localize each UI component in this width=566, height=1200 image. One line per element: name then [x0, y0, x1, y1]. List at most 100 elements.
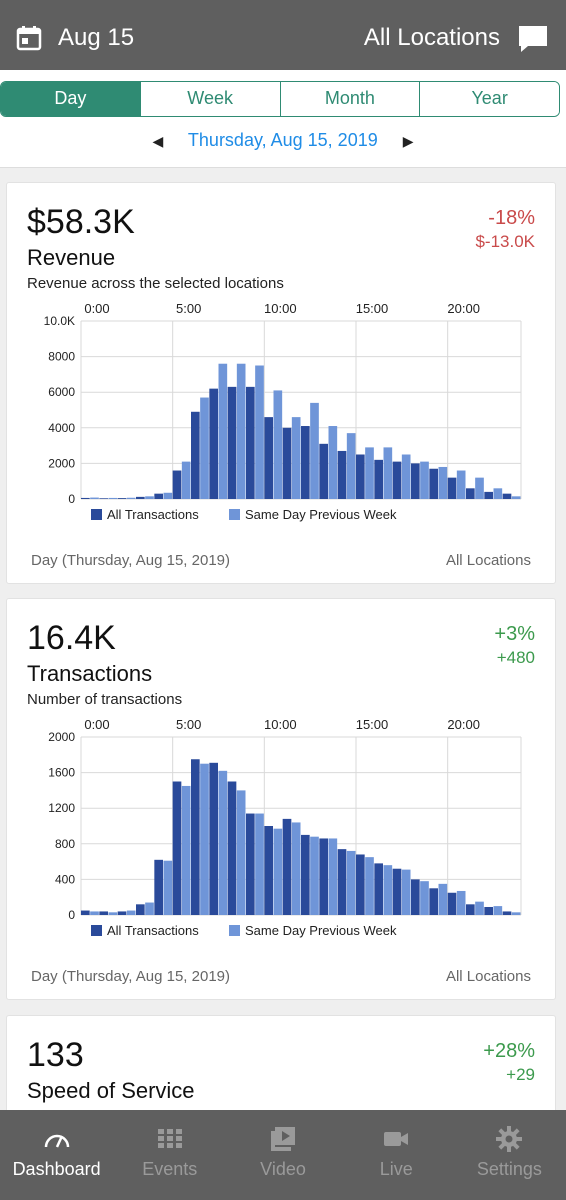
revenue-footer-period: Day (Thursday, Aug 15, 2019): [31, 552, 230, 569]
bar-previous-week: [475, 477, 484, 499]
video-library-icon: [271, 1127, 295, 1151]
bar-all-transactions: [319, 443, 328, 499]
bar-previous-week: [90, 911, 99, 915]
bar-all-transactions: [319, 838, 328, 915]
legend-label-previous: Same Day Previous Week: [245, 507, 397, 522]
bar-all-transactions: [172, 781, 182, 915]
transactions-chart: 2000 1600 1200 800 400 0 0:00 5:00 10:00 15:00 20:…: [48, 717, 522, 938]
bar-previous-week: [365, 447, 374, 499]
bar-previous-week: [236, 363, 246, 499]
calendar-icon[interactable]: [16, 25, 42, 51]
revenue-card[interactable]: $58.3K Revenue Revenue across the select…: [6, 182, 556, 584]
x-tick-label: 15:00: [356, 301, 389, 316]
bar-all-transactions: [466, 488, 475, 499]
chat-icon[interactable]: [516, 24, 550, 54]
bar-all-transactions: [502, 911, 512, 915]
tab-live-label: Live: [379, 1159, 413, 1179]
legend-label-current: All Transactions: [107, 923, 199, 938]
bar-all-transactions: [356, 854, 365, 915]
bar-all-transactions: [337, 849, 347, 915]
legend-label-previous: Same Day Previous Week: [245, 923, 397, 938]
bar-all-transactions: [117, 498, 127, 499]
tab-settings[interactable]: Settings: [453, 1110, 566, 1200]
bar-previous-week: [218, 363, 228, 499]
bar-all-transactions: [209, 762, 218, 915]
bar-all-transactions: [392, 868, 402, 915]
bar-all-transactions: [502, 493, 512, 499]
camera-icon: [384, 1132, 409, 1146]
transactions-footer-location: All Locations: [445, 968, 531, 985]
bar-all-transactions: [447, 892, 457, 915]
bar-all-transactions: [282, 427, 292, 499]
transactions-title: Transactions: [27, 661, 153, 686]
bar-all-transactions: [246, 386, 255, 499]
bar-previous-week: [438, 466, 448, 499]
y-tick-label: 0: [68, 492, 75, 506]
bar-previous-week: [181, 461, 191, 499]
legend-swatch-previous: [229, 509, 240, 520]
bar-previous-week: [145, 496, 154, 499]
tab-year[interactable]: Year: [420, 82, 559, 116]
bar-previous-week: [200, 397, 209, 499]
tab-events[interactable]: Events: [113, 1110, 226, 1200]
bar-previous-week: [126, 497, 136, 499]
revenue-value: $58.3K: [27, 203, 135, 241]
speed-of-service-title: Speed of Service: [27, 1078, 195, 1103]
bar-previous-week: [273, 390, 283, 499]
header-date[interactable]: Aug 15: [58, 24, 135, 51]
transactions-change-percent: +3%: [494, 623, 535, 645]
speed-of-service-change-amount: +29: [506, 1065, 535, 1084]
tab-live[interactable]: Live: [340, 1110, 453, 1200]
bar-all-transactions: [81, 497, 90, 499]
x-tick-label: 20:00: [447, 301, 480, 316]
bar-previous-week: [90, 497, 99, 499]
x-tick-label: 20:00: [447, 717, 480, 732]
bar-all-transactions: [264, 826, 273, 915]
x-tick-label: 10:00: [264, 301, 297, 316]
bar-previous-week: [273, 828, 283, 915]
x-tick-label: 5:00: [176, 301, 201, 316]
x-tick-label: 0:00: [84, 717, 109, 732]
bar-previous-week: [511, 912, 521, 915]
bar-all-transactions: [301, 834, 310, 915]
bar-all-transactions: [264, 417, 273, 499]
tab-day[interactable]: Day: [1, 82, 141, 116]
tab-dashboard[interactable]: Dashboard: [0, 1110, 113, 1200]
y-tick-label: 1600: [48, 766, 75, 780]
next-day-icon[interactable]: ▶: [402, 133, 414, 149]
tab-month[interactable]: Month: [280, 82, 421, 116]
bar-all-transactions: [246, 813, 255, 915]
transactions-subtitle: Number of transactions: [27, 691, 183, 708]
transactions-change-amount: +480: [496, 648, 535, 667]
bottom-tab-bar: Dashboard Events Video Live: [0, 1110, 566, 1200]
period-segmented-control: Day Week Month Year: [0, 81, 560, 117]
x-tick-label: 15:00: [356, 717, 389, 732]
bar-previous-week: [255, 813, 264, 915]
bar-all-transactions: [191, 411, 200, 499]
bar-previous-week: [456, 890, 466, 915]
period-selector-panel: Day Week Month Year ◀ Thursday, Aug 15, …: [0, 70, 566, 168]
transactions-card[interactable]: 16.4K Transactions Number of transaction…: [6, 598, 556, 1000]
bar-previous-week: [328, 838, 338, 915]
bar-all-transactions: [154, 859, 163, 915]
bar-previous-week: [401, 454, 411, 499]
bar-previous-week: [456, 470, 466, 499]
bar-all-transactions: [337, 450, 347, 499]
bar-all-transactions: [227, 386, 237, 499]
bar-previous-week: [383, 447, 393, 499]
x-tick-label: 0:00: [84, 301, 109, 316]
revenue-chart: 10.0K 8000 6000 4000 2000 0 0:00 5:00 10:00 15:00…: [44, 301, 522, 522]
bar-previous-week: [346, 850, 356, 915]
location-selector[interactable]: All Locations: [363, 24, 500, 51]
bar-previous-week: [365, 857, 374, 915]
tab-video[interactable]: Video: [226, 1110, 339, 1200]
legend-swatch-current: [91, 925, 102, 936]
bar-all-transactions: [172, 470, 182, 499]
previous-day-icon[interactable]: ◀: [152, 133, 164, 149]
tab-week[interactable]: Week: [140, 82, 281, 116]
y-tick-label: 0: [68, 908, 75, 922]
selected-date-label[interactable]: Thursday, Aug 15, 2019: [187, 130, 378, 150]
bar-all-transactions: [429, 888, 438, 915]
bar-all-transactions: [99, 911, 108, 915]
y-tick-label: 4000: [48, 421, 75, 435]
